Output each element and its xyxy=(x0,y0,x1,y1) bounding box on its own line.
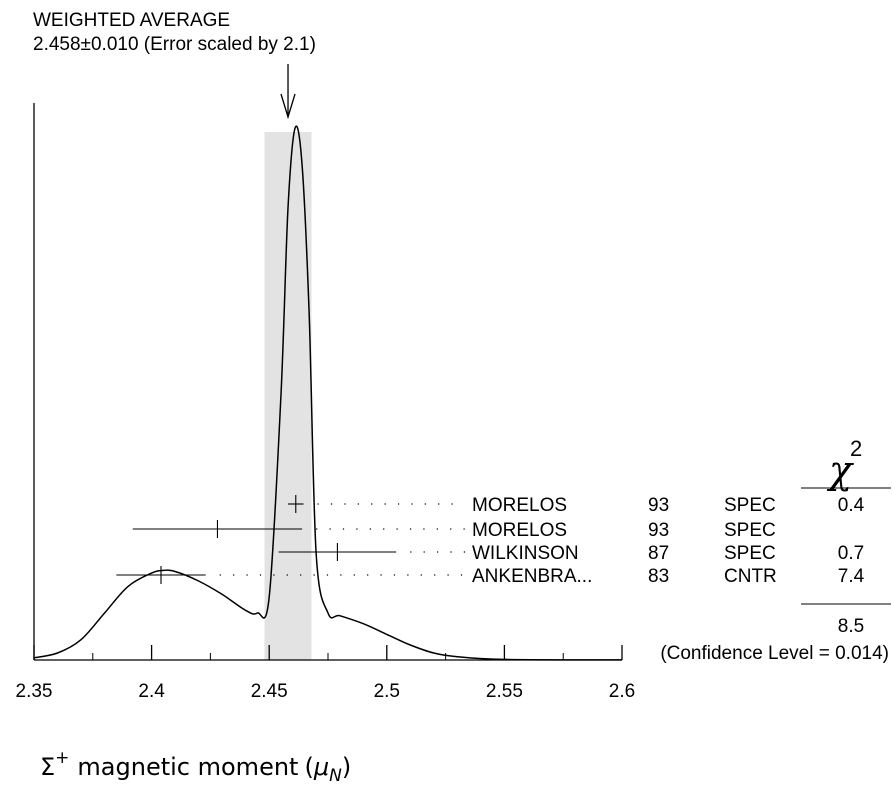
x-tick-label-2: 2.45 xyxy=(251,681,288,702)
measurement-chi2: 7.4 xyxy=(838,566,865,587)
chart-subtitle: 2.458±0.010 (Error scaled by 2.1) xyxy=(33,34,316,55)
chi2-total: 8.5 xyxy=(838,616,864,637)
measurement-row-2: WILKINSON 87 SPEC 0.7 xyxy=(278,543,864,564)
chart-title: WEIGHTED AVERAGE xyxy=(33,10,230,31)
measurement-row-1: MORELOS 93 SPEC xyxy=(132,520,776,541)
x-axis-title-unit-sub: N xyxy=(329,766,342,786)
measurement-chi2: 0.7 xyxy=(838,543,864,564)
measurement-technique: CNTR xyxy=(724,566,777,587)
average-arrow-head xyxy=(280,93,296,120)
x-axis-title-unit-close: ) xyxy=(342,753,351,781)
confidence-level: (Confidence Level = 0.014) xyxy=(660,643,889,664)
x-axis-ticks: 2.35 2.4 2.45 2.5 2.55 2.6 xyxy=(16,645,635,702)
x-tick-label-5: 2.6 xyxy=(609,681,635,702)
measurement-technique: SPEC xyxy=(724,543,776,564)
x-tick-label-1: 2.4 xyxy=(138,681,165,702)
x-tick-label-4: 2.55 xyxy=(486,681,523,702)
chi2-header: χ 2 xyxy=(801,436,891,492)
x-axis-title-unit-mu: μ xyxy=(313,753,329,781)
measurement-row-0: MORELOS 93 SPEC 0.4 xyxy=(288,495,865,516)
measurement-author: MORELOS xyxy=(472,520,567,541)
measurement-author: WILKINSON xyxy=(472,543,579,564)
measurements-group: MORELOS 93 SPEC 0.4 MORELOS 93 SPEC WILKINSON 87… xyxy=(116,495,865,587)
chi2-superscript: 2 xyxy=(850,436,862,461)
x-tick-label-3: 2.5 xyxy=(374,681,400,702)
measurement-author: ANKENBRA... xyxy=(472,566,592,587)
measurement-year: 93 xyxy=(648,495,669,516)
x-axis-title-sup: + xyxy=(55,748,69,768)
x-axis-title: Σ+ magnetic moment (μN) xyxy=(40,748,351,786)
x-axis-title-unit-open: ( xyxy=(304,753,313,781)
measurement-row-3: ANKENBRA... 83 CNTR 7.4 xyxy=(116,566,865,587)
x-axis-title-text: magnetic moment xyxy=(77,753,298,781)
measurement-technique: SPEC xyxy=(724,520,776,541)
chi2-symbol: χ xyxy=(826,448,854,492)
measurement-author: MORELOS xyxy=(472,495,567,516)
measurement-technique: SPEC xyxy=(724,495,776,516)
measurement-year: 87 xyxy=(648,543,669,564)
x-axis-title-symbol: Σ xyxy=(40,753,55,781)
measurement-year: 93 xyxy=(648,520,669,541)
average-arrow xyxy=(280,64,296,120)
ideogram-curve xyxy=(33,125,623,661)
measurement-year: 83 xyxy=(648,566,669,587)
measurement-chi2: 0.4 xyxy=(838,495,865,516)
x-tick-label-0: 2.35 xyxy=(16,681,53,702)
